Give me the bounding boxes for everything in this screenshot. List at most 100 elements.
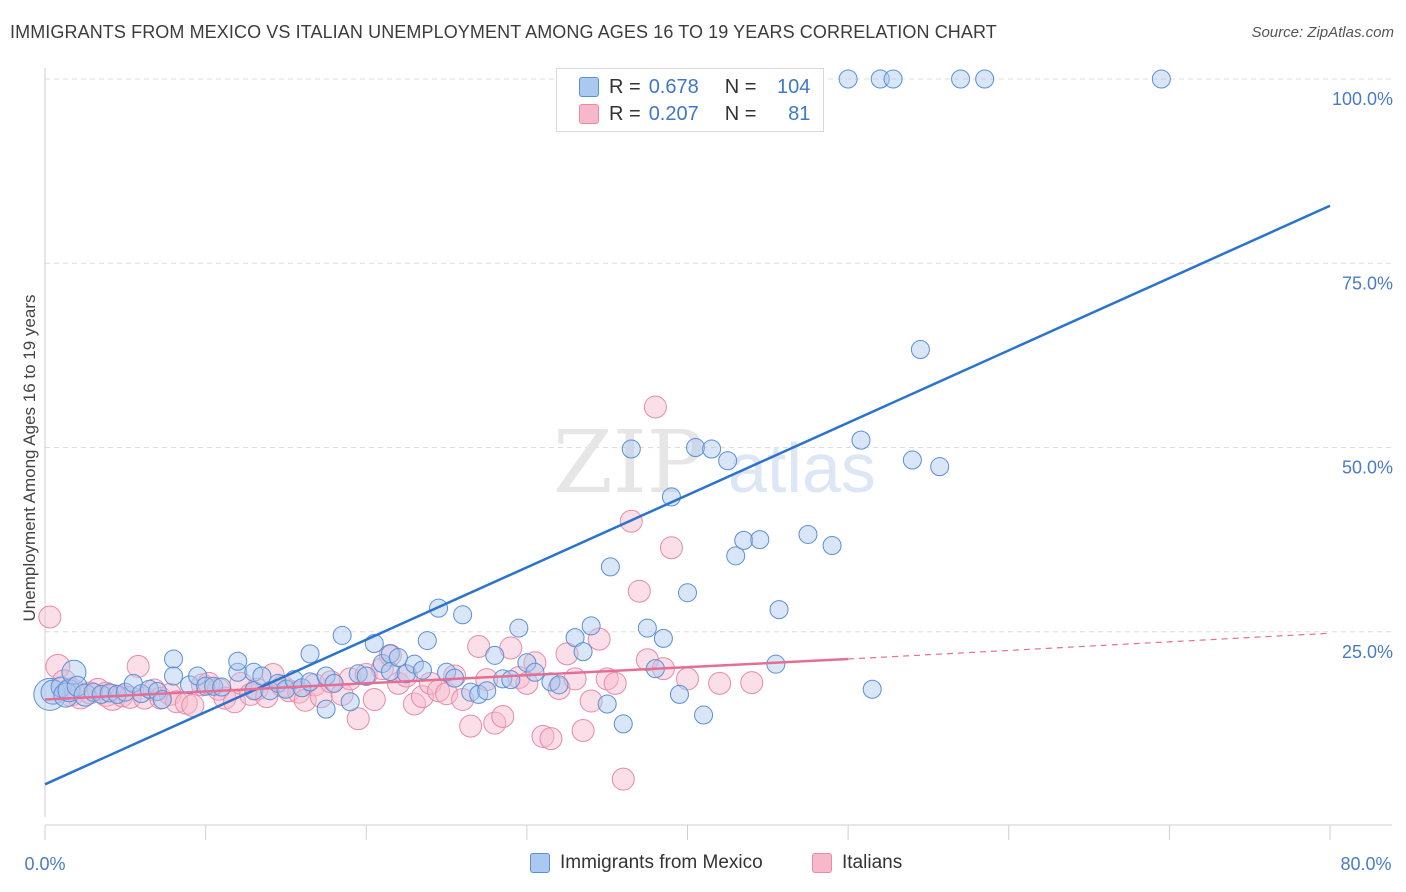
mexico-point bbox=[509, 618, 529, 638]
mexico-point bbox=[493, 669, 513, 689]
chart-source: Source: ZipAtlas.com bbox=[1251, 24, 1394, 41]
mexico-point bbox=[600, 557, 620, 577]
watermark-atlas: atlas bbox=[728, 429, 876, 507]
italians-trend-extension bbox=[848, 632, 1331, 660]
mexico-point bbox=[686, 438, 706, 457]
y-axis-label: Unemployment Among Ages 16 to 19 years bbox=[20, 295, 39, 622]
legend-swatch-blue bbox=[579, 77, 599, 97]
mexico-point bbox=[975, 69, 995, 89]
legend-row-mexico: R = 0.678 N = 104 bbox=[579, 75, 810, 99]
legend-swatch-pink bbox=[579, 104, 599, 124]
italians-point bbox=[491, 705, 515, 729]
italians-point bbox=[659, 536, 683, 560]
mexico-point bbox=[1151, 69, 1171, 89]
mexico-point bbox=[228, 651, 248, 671]
italians-point bbox=[38, 605, 62, 629]
mexico-point bbox=[838, 69, 858, 89]
italians-point bbox=[555, 642, 579, 666]
mexico-point bbox=[734, 530, 754, 550]
italians-point bbox=[611, 767, 635, 791]
italians-point bbox=[45, 653, 71, 679]
mexico-point bbox=[252, 666, 272, 686]
italians-trend-line bbox=[44, 657, 849, 701]
mexico-point bbox=[581, 616, 601, 636]
italians-point bbox=[740, 671, 764, 695]
mexico-point bbox=[300, 644, 320, 664]
italians-point bbox=[362, 688, 386, 712]
mexico-point bbox=[726, 546, 746, 566]
mexico-point bbox=[750, 530, 770, 550]
mexico-point bbox=[412, 660, 432, 680]
mexico-point bbox=[718, 451, 738, 471]
mexico-point bbox=[417, 631, 437, 651]
italians-point bbox=[539, 727, 563, 751]
mexico-point bbox=[324, 673, 344, 693]
legend-n-label: N = bbox=[724, 102, 757, 125]
mexico-point bbox=[694, 705, 714, 725]
mexico-point bbox=[50, 676, 72, 698]
legend-item-mexico[interactable]: Immigrants from Mexico bbox=[530, 852, 763, 874]
italians-point bbox=[571, 719, 595, 743]
watermark-zip: ZIP bbox=[553, 413, 705, 513]
mexico-point bbox=[573, 642, 593, 662]
italians-point bbox=[346, 707, 370, 731]
italians-point bbox=[126, 654, 150, 678]
legend-n-value: 104 bbox=[777, 75, 811, 98]
y-tick-label: 25.0% bbox=[1342, 642, 1393, 662]
mexico-point bbox=[164, 649, 183, 669]
legend-n-label: N = bbox=[724, 75, 757, 98]
legend-swatch-blue bbox=[530, 853, 550, 873]
y-tick-label: 75.0% bbox=[1342, 273, 1393, 293]
y-tick-label: 50.0% bbox=[1342, 458, 1393, 478]
mexico-point bbox=[653, 628, 673, 648]
legend-item-italians[interactable]: Italians bbox=[812, 852, 902, 874]
italians-point bbox=[467, 634, 491, 658]
mexico-point bbox=[396, 664, 416, 684]
mexico-point bbox=[388, 648, 408, 668]
mexico-point bbox=[621, 439, 641, 459]
mexico-point bbox=[501, 670, 521, 690]
y-tick-label: 100.0% bbox=[1332, 89, 1393, 109]
mexico-point bbox=[549, 675, 569, 695]
mexico-point bbox=[485, 645, 505, 665]
axis-layer bbox=[44, 68, 1392, 840]
mexico-point bbox=[930, 457, 950, 477]
legend-r-value: 0.207 bbox=[648, 102, 699, 125]
mexico-point bbox=[228, 662, 248, 682]
mexico-point bbox=[332, 625, 352, 645]
mexico-point bbox=[525, 662, 545, 682]
x-tick-label: 0.0% bbox=[24, 854, 65, 874]
mexico-point bbox=[822, 536, 842, 556]
mexico-point bbox=[702, 439, 722, 459]
italians-point bbox=[579, 689, 603, 713]
mexico-point bbox=[851, 430, 871, 450]
italians-point bbox=[595, 667, 619, 691]
mexico-point bbox=[66, 675, 88, 697]
grid-layer bbox=[45, 78, 1392, 633]
mexico-point bbox=[316, 699, 336, 719]
mexico-point bbox=[300, 672, 320, 692]
mexico-point bbox=[340, 692, 360, 712]
italians-point bbox=[708, 671, 732, 695]
italians-point bbox=[483, 711, 507, 735]
mexico-point bbox=[798, 524, 818, 544]
mexico-point bbox=[188, 666, 208, 686]
italians-point bbox=[459, 714, 483, 738]
legend-r-label: R = bbox=[609, 102, 641, 125]
legend-row-italians: R = 0.207 N = 81 bbox=[579, 102, 810, 126]
legend-label-italians: Italians bbox=[842, 852, 903, 873]
mexico-point bbox=[678, 583, 697, 603]
italians-point bbox=[627, 579, 651, 603]
mexico-point bbox=[164, 666, 183, 686]
mexico-point bbox=[597, 694, 617, 714]
chart-title: IMMIGRANTS FROM MEXICO VS ITALIAN UNEMPL… bbox=[10, 22, 997, 42]
mexico-point bbox=[477, 681, 497, 701]
mexico-point bbox=[276, 679, 296, 699]
x-tick-label: 80.0% bbox=[1340, 854, 1391, 874]
mexico-point bbox=[769, 600, 789, 620]
mexico-point bbox=[61, 659, 87, 685]
legend-r-value: 0.678 bbox=[648, 75, 699, 98]
italians-point bbox=[587, 627, 611, 651]
series-legend: Immigrants from Mexico Italians bbox=[0, 852, 1406, 878]
mexico-point bbox=[902, 450, 922, 470]
